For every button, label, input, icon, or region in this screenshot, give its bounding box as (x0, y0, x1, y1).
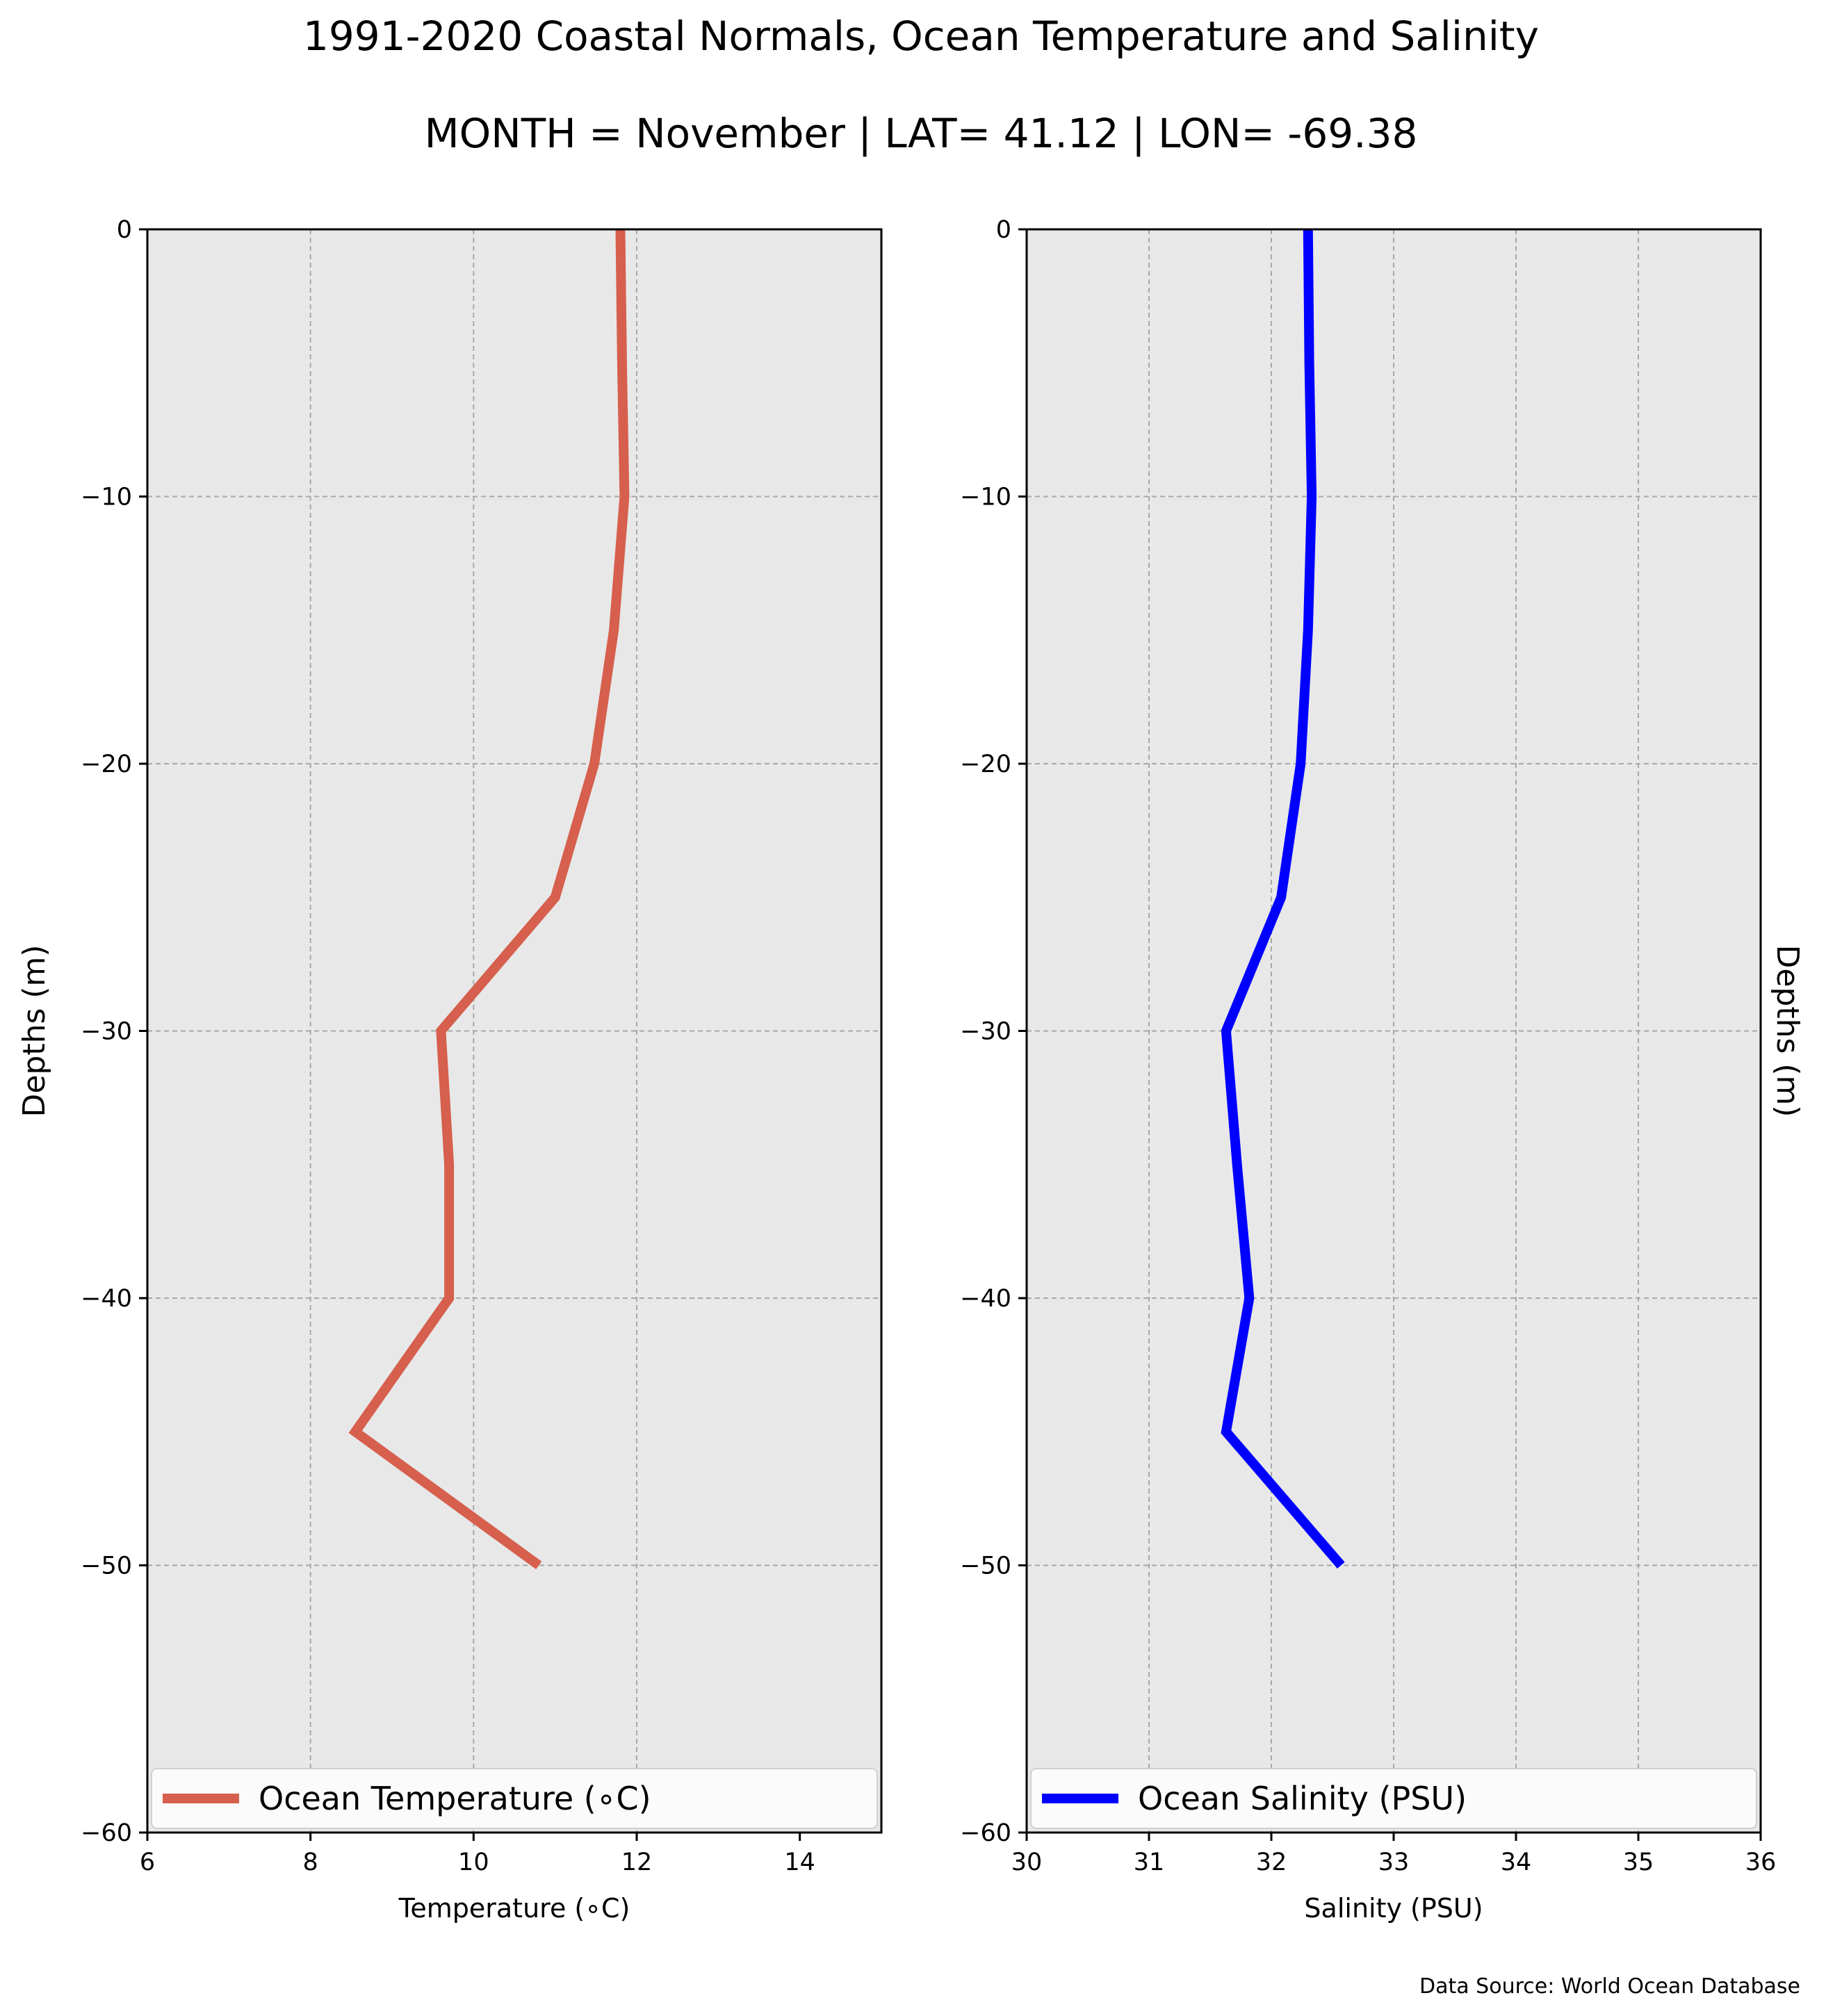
legend-box (1030, 1768, 1757, 1829)
chart-title: 1991-2020 Coastal Normals, Ocean Tempera… (303, 13, 1539, 60)
y-axis-label: Depths (m) (17, 944, 52, 1117)
x-axis-label: Temperature (∘C) (398, 1893, 630, 1924)
x-tick-label: 30 (1011, 1849, 1043, 1876)
legend-box (151, 1768, 878, 1829)
legend-entry: Ocean Salinity (PSU) (1138, 1780, 1467, 1817)
y-tick-label: −50 (81, 1552, 132, 1580)
x-axis-label: Salinity (PSU) (1304, 1893, 1483, 1924)
x-tick-label: 14 (784, 1849, 815, 1876)
salinity-legend: Ocean Salinity (PSU) (1030, 1768, 1757, 1829)
y-tick-label: −30 (960, 1018, 1011, 1046)
y-tick-label: −40 (81, 1285, 132, 1313)
y-tick-label: −30 (81, 1018, 132, 1046)
y-tick-label: −10 (960, 484, 1011, 511)
x-tick-label: 8 (303, 1849, 318, 1876)
y-tick-label: −60 (960, 1819, 1011, 1847)
temperature-profile-line (348, 229, 630, 1570)
temperature-panel: 6 8 10 12 14 0 −10 −20 −30 −40 −50 −60 Temperature (… (17, 216, 883, 1924)
y-tick-label: −20 (81, 751, 132, 778)
y-tick-label: 0 (996, 216, 1011, 244)
x-tick-label: 6 (140, 1849, 155, 1876)
x-tick-label: 12 (621, 1849, 653, 1876)
x-tick-label: 34 (1501, 1849, 1532, 1876)
x-tick-label: 31 (1134, 1849, 1165, 1876)
y-tick-label: 0 (117, 216, 132, 244)
temperature-legend: Ocean Temperature (∘C) (151, 1768, 878, 1829)
y-tick-label: −50 (960, 1552, 1011, 1580)
chart-subtitle: MONTH = November | LAT= 41.12 | LON= -69… (425, 110, 1418, 157)
x-tick-label: 32 (1256, 1849, 1287, 1876)
y-tick-label: −20 (960, 751, 1011, 778)
x-tick-label: 35 (1623, 1849, 1654, 1876)
y-tick-label: −60 (81, 1819, 132, 1847)
x-tick-label: 10 (458, 1849, 489, 1876)
x-tick-label: 33 (1378, 1849, 1410, 1876)
data-source-note: Data Source: World Ocean Database (1419, 1974, 1800, 1999)
salinity-panel: 30 31 32 33 34 35 36 0 −10 −20 −30 −40 −50 −60 Salinit… (960, 216, 1805, 1924)
y-tick-label: −10 (81, 484, 132, 511)
legend-entry: Ocean Temperature (∘C) (259, 1780, 651, 1817)
y-tick-label: −40 (960, 1285, 1011, 1313)
y-axis-label: Depths (m) (1770, 944, 1805, 1117)
salinity-profile-line (1221, 229, 1345, 1569)
x-tick-label: 36 (1745, 1849, 1777, 1876)
